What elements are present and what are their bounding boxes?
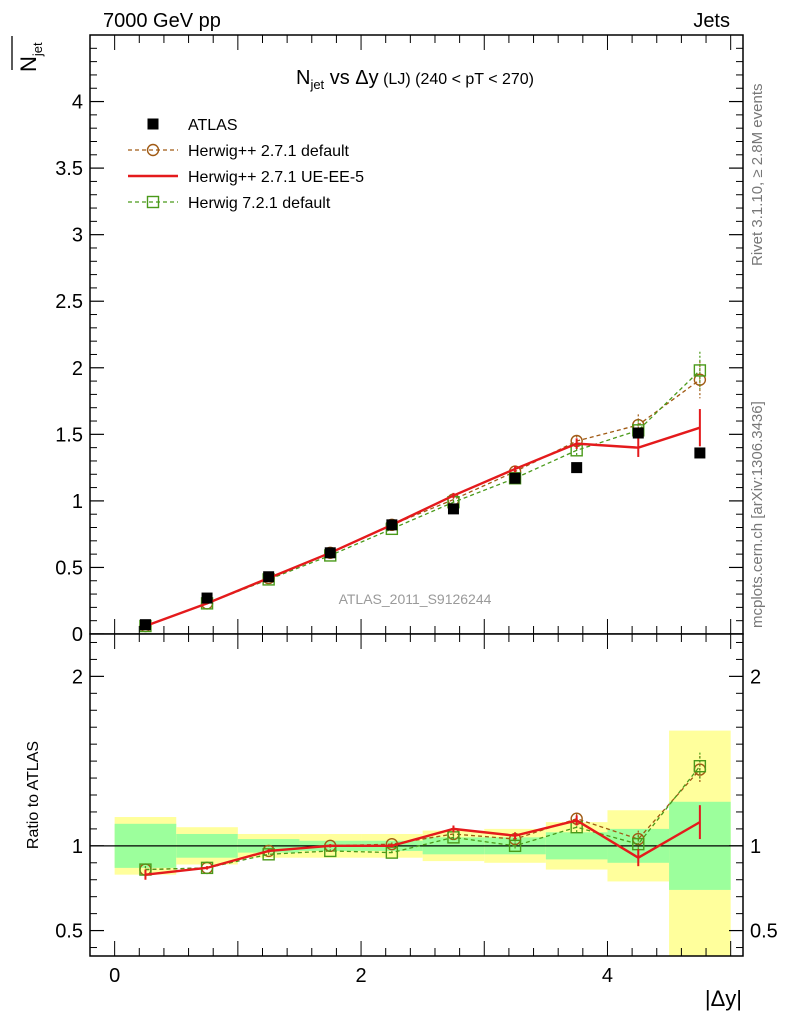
analysis-watermark: ATLAS_2011_S9126244 bbox=[339, 591, 492, 607]
point-atlas bbox=[139, 619, 151, 631]
legend-marker-herwig-2-7-1-default bbox=[146, 143, 160, 157]
point-atlas bbox=[632, 427, 644, 439]
ratio-y-tick-label: 1 bbox=[72, 836, 83, 858]
point-atlas bbox=[201, 592, 213, 604]
main-y-tick-label: 0.5 bbox=[55, 557, 83, 579]
chart-title: Njet vs Δy (LJ) (240 < pT < 270) bbox=[296, 67, 534, 92]
series-line-herwig-2-7-1-ue-ee-5 bbox=[145, 426, 701, 628]
chart-title-lj: (LJ) bbox=[379, 71, 415, 88]
point-atlas bbox=[324, 547, 336, 559]
main-y-tick-label: 0 bbox=[72, 624, 83, 646]
chart-title-vs: vs bbox=[324, 67, 355, 89]
chart-title-n-sub: jet bbox=[309, 77, 324, 92]
ratio-y-tick-label-right: 2 bbox=[750, 666, 761, 688]
point-atlas bbox=[263, 571, 275, 583]
x-axis-label: |Δy| bbox=[705, 986, 742, 1011]
main-y-tick-label: 2.5 bbox=[55, 291, 83, 313]
legend-marker-herwig-7-2-1-default bbox=[146, 195, 160, 209]
point-atlas bbox=[509, 472, 521, 484]
point-herwig-7-2-1-default bbox=[693, 364, 707, 377]
main-y-tick-label: 2 bbox=[72, 358, 83, 380]
rivet-note: Rivet 3.1.10, ≥ 2.8M events bbox=[749, 84, 766, 267]
legend-label-herwig-2-7-1-default: Herwig++ 2.7.1 default bbox=[188, 143, 350, 160]
ratio-panel: 0 2 4 0.5 0.5 1 1 2 2 bbox=[55, 633, 778, 987]
ratio-y-axis-label: Ratio to ATLAS bbox=[25, 741, 42, 849]
point-atlas bbox=[447, 503, 459, 515]
legend-label-herwig-7-2-1-default: Herwig 7.2.1 default bbox=[188, 195, 331, 212]
main-y-tick-label: 3 bbox=[72, 225, 83, 247]
y-axis-label-sub: jet bbox=[30, 42, 45, 57]
main-y-tick-label: 1 bbox=[72, 491, 83, 513]
ratio-point-herwig-7-2-1-default bbox=[693, 759, 707, 773]
ratio-y-axis-label-text: Ratio to ATLAS bbox=[25, 741, 42, 849]
ratio-line-herwig-7-2-1-default bbox=[145, 765, 701, 871]
legend-marker-atlas bbox=[147, 118, 159, 130]
rivet-note-text: Rivet 3.1.10, ≥ 2.8M events bbox=[749, 84, 766, 267]
ratio-point-herwig-7-2-1-default bbox=[508, 839, 522, 853]
point-atlas bbox=[694, 447, 706, 459]
chart-title-delta: Δy bbox=[355, 67, 378, 89]
main-y-tick-label: 1.5 bbox=[55, 424, 83, 446]
legend-label-atlas: ATLAS bbox=[188, 117, 238, 134]
chart-title-n: N bbox=[296, 67, 310, 89]
header-left: 7000 GeV pp bbox=[103, 10, 221, 32]
y-axis-label-n: N bbox=[16, 56, 41, 72]
ratio-y-tick-label: 2 bbox=[72, 666, 83, 688]
legend: ATLAS Herwig++ 2.7.1 default Herwig++ 2.7.… bbox=[128, 117, 364, 212]
header-right: Jets bbox=[693, 10, 730, 32]
mcplots-note-text: mcplots.cern.ch [arXiv:1306.3436] bbox=[749, 401, 766, 628]
ratio-y-tick-label-right: 1 bbox=[750, 836, 761, 858]
point-atlas bbox=[386, 519, 398, 531]
chart-title-range: (240 < pT < 270) bbox=[415, 71, 534, 88]
legend-label-herwig-2-7-1-ue-ee-5: Herwig++ 2.7.1 UE-EE-5 bbox=[188, 169, 364, 186]
ratio-y-tick-label: 0.5 bbox=[55, 921, 83, 943]
mcplots-note: mcplots.cern.ch [arXiv:1306.3436] bbox=[749, 401, 766, 628]
ratio-point-herwig-7-2-1-default bbox=[262, 848, 275, 861]
main-panel: 0 0.5 1 1.5 2 2.5 3 3.5 4 bbox=[55, 34, 744, 646]
y-axis-label-text: Njet bbox=[16, 42, 45, 72]
main-y-tick-label: 3.5 bbox=[55, 158, 83, 180]
point-atlas bbox=[571, 462, 583, 474]
y-axis-label: Njet bbox=[16, 42, 45, 72]
x-tick-label: 2 bbox=[355, 965, 366, 987]
x-tick-label: 0 bbox=[109, 965, 120, 987]
main-y-tick-label: 4 bbox=[72, 92, 83, 114]
ratio-line-herwig-2-7-1-ue-ee-5 bbox=[145, 819, 701, 876]
ratio-y-tick-label-right: 0.5 bbox=[750, 921, 778, 943]
x-tick-label: 4 bbox=[602, 965, 613, 987]
